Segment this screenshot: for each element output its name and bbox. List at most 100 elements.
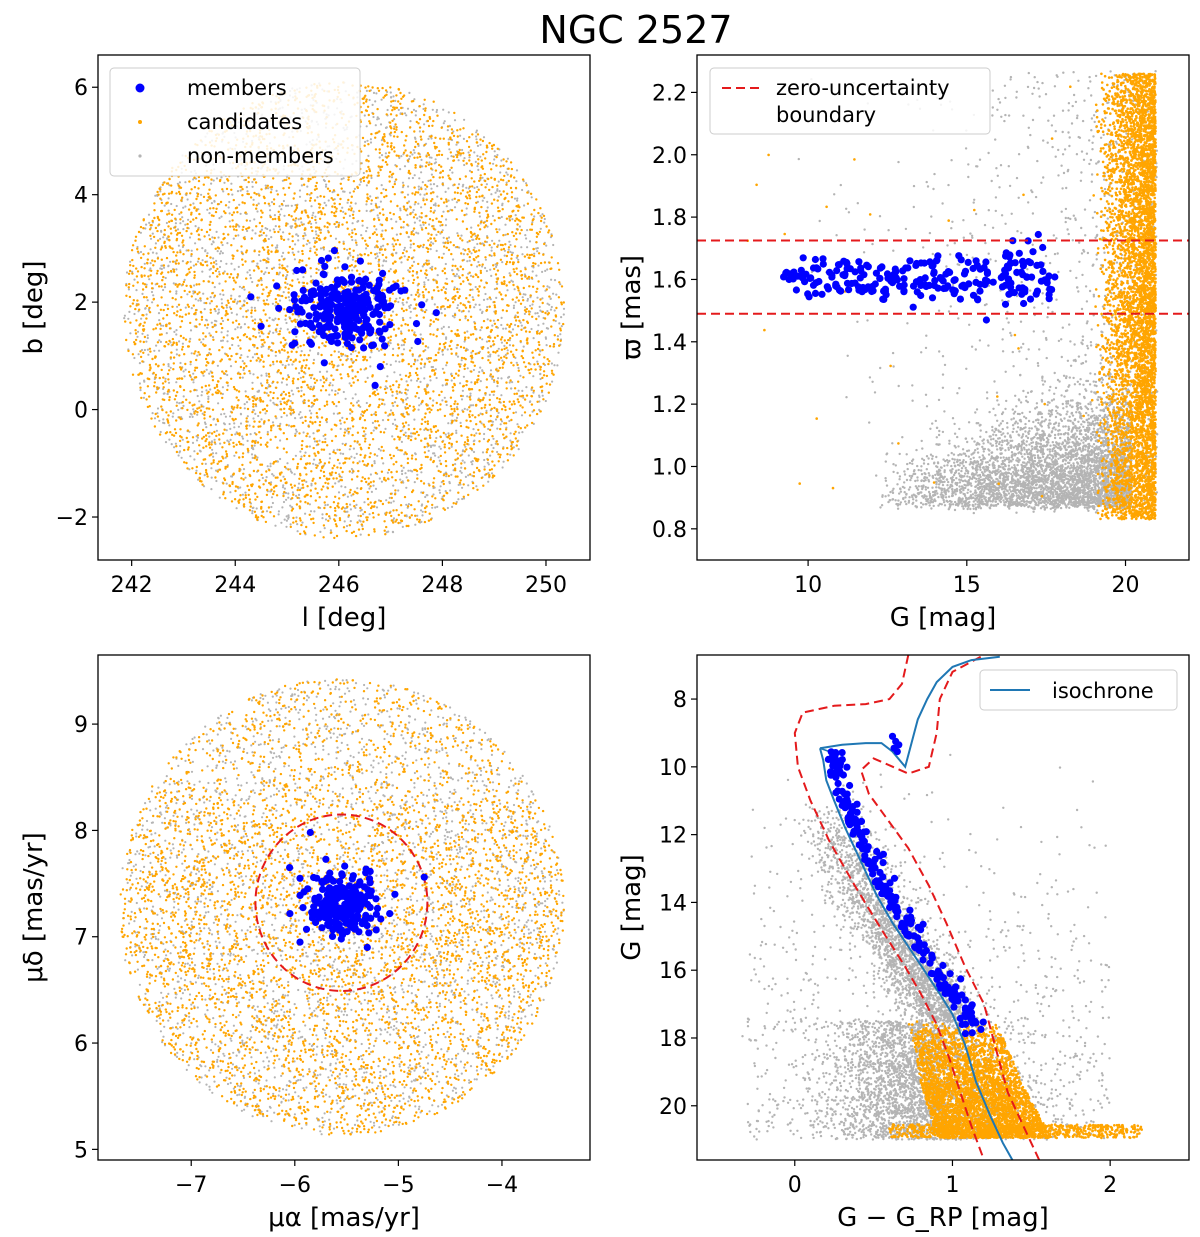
sky-non-members-point [466, 241, 469, 244]
sky-non-members-point [239, 486, 242, 489]
sky-candidates-point [479, 242, 482, 245]
sky-non-members-point [222, 293, 225, 296]
sky-candidates-point [451, 463, 455, 467]
sky-candidates-point [389, 492, 393, 495]
sky-candidates-point [196, 452, 199, 455]
sky-candidates-point [320, 280, 323, 284]
sky-candidates-point [193, 274, 196, 277]
sky-candidates-point [512, 411, 515, 415]
sky-candidates-point [141, 288, 145, 291]
sky-non-members-point [229, 427, 232, 430]
sky-candidates-point [460, 434, 463, 437]
sky-non-members-point [154, 194, 157, 197]
sky-non-members-point [459, 421, 462, 424]
sky-candidates-point [370, 199, 373, 202]
sky-candidates-point [507, 246, 511, 249]
sky-candidates-point [463, 443, 466, 446]
sky-candidates-point [296, 496, 299, 499]
sky-candidates-point [283, 478, 287, 481]
sky-non-members-point [245, 297, 248, 300]
sky-non-members-point [417, 408, 420, 411]
sky-candidates-point [436, 114, 439, 117]
sky-candidates-point [427, 163, 430, 166]
sky-candidates-point [172, 362, 175, 365]
sky-candidates-point [190, 232, 193, 235]
sky-candidates-point [224, 497, 227, 500]
sky-candidates-point [430, 233, 433, 236]
sky-non-members-point [146, 348, 149, 351]
sky-non-members-point [162, 324, 165, 327]
sky-non-members-point [460, 234, 463, 237]
sky-non-members-point [557, 351, 560, 354]
sky-candidates-point [292, 516, 295, 520]
sky-candidates-point [496, 381, 499, 385]
sky-candidates-point [143, 267, 146, 270]
sky-candidates-point [530, 386, 534, 389]
sky-non-members-point [182, 220, 185, 223]
sky-candidates-point [300, 386, 303, 389]
sky-candidates-point [431, 296, 434, 299]
sky-non-members-point [205, 368, 208, 371]
sky-non-members-point [349, 427, 352, 430]
sky-non-members-point [446, 157, 449, 160]
sky-non-members-point [362, 171, 365, 175]
sky-non-members-point [195, 439, 199, 442]
sky-non-members-point [270, 236, 273, 239]
sky-non-members-point [144, 227, 147, 230]
sky-non-members-point [139, 389, 142, 392]
sky-candidates-point [274, 350, 278, 354]
sky-non-members-point [169, 366, 172, 369]
sky-candidates-point [322, 485, 325, 488]
sky-candidates-point [308, 462, 311, 465]
sky-candidates-point [247, 488, 251, 492]
sky-candidates-point [379, 386, 382, 389]
sky-candidates-point [323, 381, 326, 384]
sky-candidates-point [164, 303, 167, 307]
sky-candidates-point [556, 262, 560, 265]
sky-candidates-point [371, 86, 374, 89]
sky-non-members-point [346, 510, 349, 513]
sky-candidates-point [450, 128, 454, 131]
sky-candidates-point [463, 213, 466, 217]
sky-non-members-point [259, 259, 262, 262]
sky-non-members-point [210, 440, 214, 443]
sky-non-members-point [285, 383, 288, 386]
sky-candidates-point [491, 185, 494, 189]
sky-non-members-point [297, 239, 300, 242]
sky-candidates-point [499, 293, 503, 296]
sky-non-members-point [409, 120, 412, 123]
sky-non-members-point [175, 353, 178, 356]
sky-non-members-point [392, 404, 395, 407]
sky-candidates-point [496, 269, 500, 272]
sky-non-members-point [251, 456, 254, 459]
sky-non-members-point [296, 523, 299, 526]
sky-non-members-point [270, 201, 274, 204]
sky-candidates-point [516, 440, 519, 443]
sky-non-members-point [267, 237, 270, 241]
sky-non-members-point [242, 315, 245, 318]
sky-non-members-point [305, 480, 308, 483]
sky-non-members-point [376, 255, 379, 258]
sky-candidates-point [533, 363, 536, 366]
sky-non-members-point [257, 414, 260, 418]
sky-non-members-point [365, 184, 368, 187]
sky-candidates-point [478, 336, 482, 339]
sky-candidates-point [238, 469, 241, 473]
sky-non-members-point [228, 422, 231, 426]
sky-candidates-point [221, 289, 224, 292]
sky-candidates-point [490, 202, 494, 205]
sky-non-members-point [514, 411, 518, 414]
sky-candidates-point [387, 468, 391, 472]
sky-candidates-point [252, 425, 255, 428]
sky-candidates-point [467, 426, 470, 429]
sky-non-members-point [141, 332, 144, 335]
sky-candidates-point [505, 260, 509, 264]
sky-candidates-point [449, 396, 453, 399]
sky-non-members-point [460, 471, 463, 474]
sky-non-members-point [196, 354, 199, 357]
sky-candidates-point [423, 98, 426, 102]
sky-non-members-point [536, 250, 539, 253]
sky-candidates-point [380, 470, 384, 473]
sky-candidates-point [354, 264, 357, 268]
sky-non-members-point [251, 180, 254, 184]
